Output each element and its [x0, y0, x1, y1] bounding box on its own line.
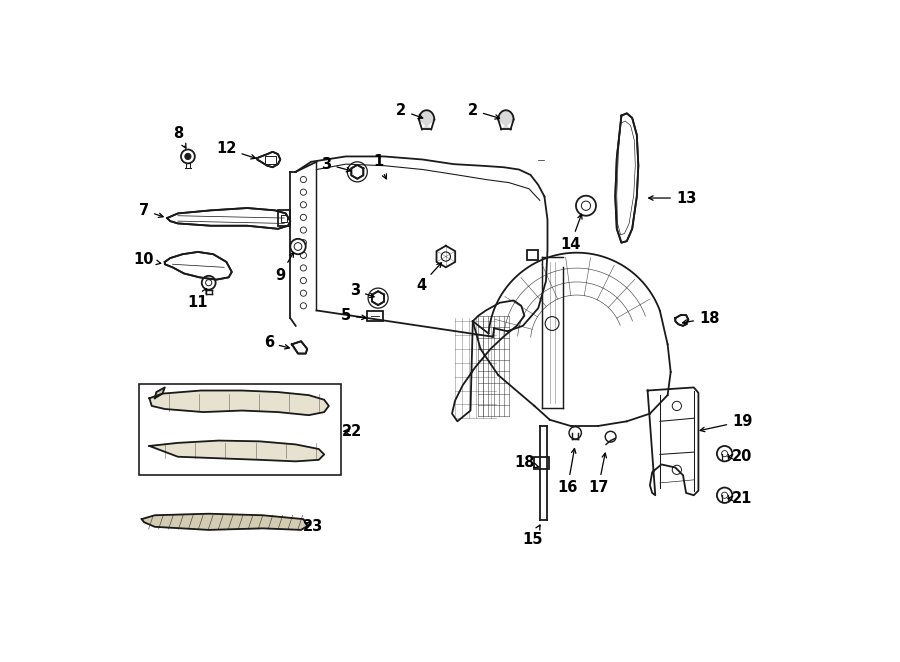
Text: 3: 3 — [321, 157, 351, 171]
Text: 19: 19 — [700, 414, 752, 432]
Circle shape — [347, 162, 367, 182]
Circle shape — [605, 432, 616, 442]
FancyBboxPatch shape — [278, 211, 291, 226]
Polygon shape — [292, 341, 307, 354]
Text: 2: 2 — [468, 103, 500, 119]
Text: 12: 12 — [216, 141, 256, 159]
Circle shape — [717, 487, 733, 503]
Text: 3: 3 — [350, 283, 374, 298]
Text: 5: 5 — [340, 308, 366, 323]
Circle shape — [181, 150, 194, 164]
Text: 17: 17 — [588, 453, 608, 495]
Polygon shape — [149, 391, 328, 415]
Polygon shape — [675, 315, 688, 326]
FancyBboxPatch shape — [526, 250, 538, 260]
Circle shape — [717, 446, 733, 461]
Circle shape — [722, 451, 728, 457]
Circle shape — [205, 279, 212, 286]
Polygon shape — [372, 291, 384, 305]
Circle shape — [294, 243, 302, 250]
Circle shape — [672, 401, 681, 410]
Circle shape — [184, 154, 191, 160]
Text: 4: 4 — [416, 263, 442, 293]
Circle shape — [569, 427, 581, 439]
Text: 23: 23 — [303, 518, 323, 534]
Circle shape — [576, 196, 596, 216]
Polygon shape — [155, 387, 165, 399]
Text: 14: 14 — [561, 214, 582, 252]
Polygon shape — [257, 152, 280, 167]
Circle shape — [202, 276, 216, 290]
Circle shape — [581, 201, 590, 211]
FancyBboxPatch shape — [140, 385, 341, 475]
Text: 2: 2 — [396, 103, 423, 118]
Text: 20: 20 — [728, 449, 752, 464]
Polygon shape — [418, 111, 435, 130]
Circle shape — [368, 288, 388, 308]
Text: 13: 13 — [649, 191, 697, 205]
Polygon shape — [616, 113, 638, 243]
Text: 6: 6 — [264, 335, 289, 350]
Text: 18: 18 — [514, 455, 538, 469]
Polygon shape — [149, 441, 324, 461]
Polygon shape — [436, 246, 455, 267]
Polygon shape — [141, 514, 307, 530]
Text: 10: 10 — [134, 252, 161, 267]
FancyBboxPatch shape — [265, 156, 276, 164]
Polygon shape — [499, 111, 514, 130]
Text: 11: 11 — [188, 289, 208, 310]
Text: 21: 21 — [728, 491, 752, 506]
Text: 9: 9 — [275, 252, 293, 283]
Polygon shape — [351, 165, 364, 179]
Text: 22: 22 — [342, 424, 362, 439]
FancyBboxPatch shape — [534, 457, 549, 469]
Circle shape — [722, 492, 728, 498]
Polygon shape — [165, 252, 232, 279]
Polygon shape — [167, 208, 291, 229]
Circle shape — [441, 252, 451, 261]
Circle shape — [291, 239, 306, 254]
Text: 1: 1 — [373, 154, 386, 179]
FancyBboxPatch shape — [367, 311, 382, 321]
Text: 16: 16 — [557, 449, 578, 495]
Text: 7: 7 — [139, 203, 163, 218]
Circle shape — [672, 465, 681, 475]
Circle shape — [545, 316, 559, 330]
Text: 15: 15 — [522, 525, 543, 547]
FancyBboxPatch shape — [281, 215, 287, 222]
Text: 18: 18 — [682, 310, 719, 326]
Polygon shape — [648, 387, 698, 495]
Text: 8: 8 — [173, 126, 186, 148]
